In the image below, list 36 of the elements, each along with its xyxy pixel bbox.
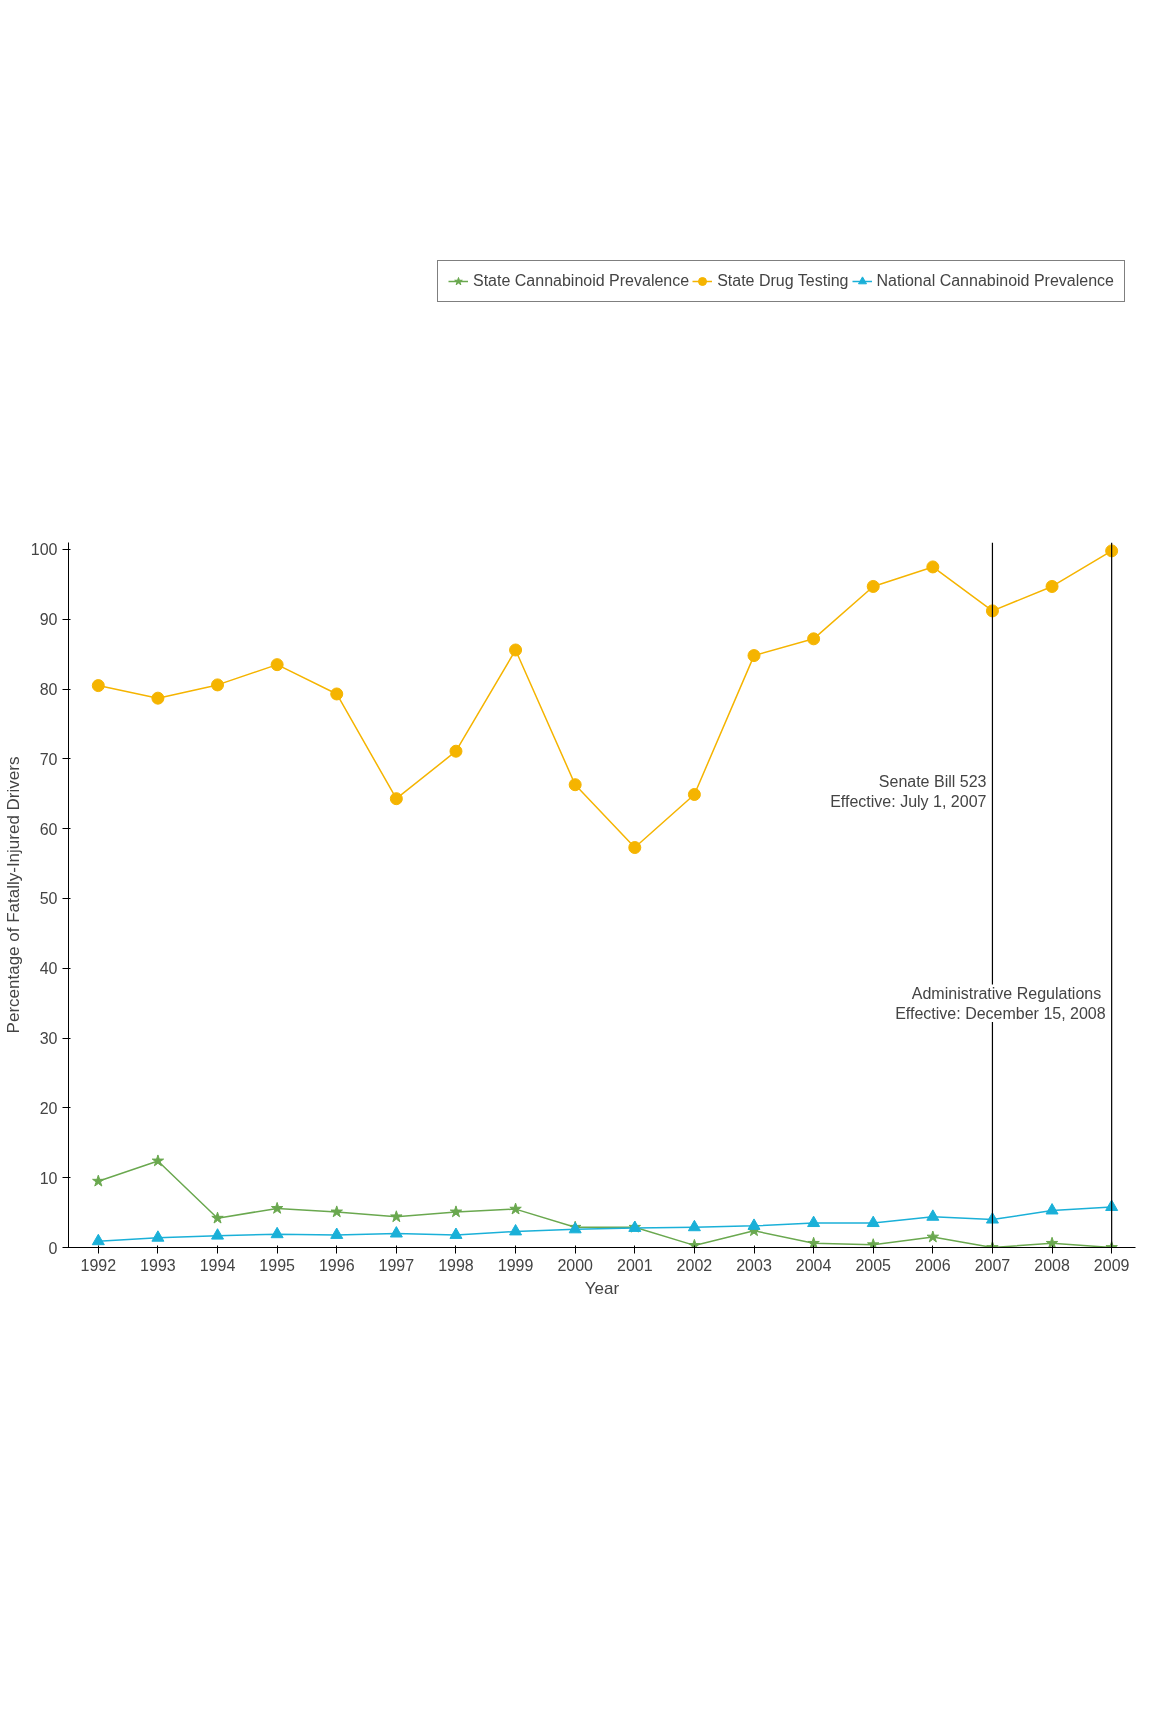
x-tick-label: 2000	[557, 1256, 594, 1274]
ref-line-label: Senate Bill 523 Effective: July 1, 2007	[830, 773, 987, 811]
y-tick-label: 80	[39, 681, 58, 699]
x-axis-title: Year	[584, 1278, 620, 1298]
x-tick-label: 1994	[199, 1256, 236, 1274]
x-tick-label: 1992	[80, 1256, 117, 1274]
legend-label: State Drug Testing	[717, 272, 849, 290]
x-tick-label: 1995	[259, 1256, 296, 1274]
y-tick-label: 70	[39, 750, 58, 768]
x-tick-label: 2009	[1093, 1256, 1130, 1274]
x-tick-label: 2003	[736, 1256, 772, 1274]
y-tick-label: 50	[39, 890, 58, 908]
x-tick-label: 2008	[1034, 1256, 1070, 1274]
x-tick-label: 2002	[676, 1256, 713, 1274]
legend-label: State Cannabinoid Prevalence	[473, 272, 690, 290]
x-tick-label: 1993	[140, 1256, 176, 1274]
x-tick-label: 2005	[855, 1256, 892, 1274]
ref-line-label: Administrative Regulations Effective: December 15, 2008	[895, 984, 1106, 1022]
y-tick-label: 20	[39, 1099, 58, 1117]
y-tick-label: 40	[39, 960, 58, 978]
x-tick-label: 2006	[915, 1256, 951, 1274]
y-tick-label: 100	[30, 541, 58, 559]
y-tick-label: 10	[39, 1169, 58, 1187]
y-tick-label: 0	[48, 1239, 58, 1257]
y-axis-title: Percentage of Fatally-Injured Drivers	[3, 756, 23, 1034]
x-tick-label: 1999	[497, 1256, 534, 1274]
x-tick-label: 2004	[795, 1256, 832, 1274]
y-tick-label: 90	[39, 611, 58, 629]
x-tick-label: 1997	[378, 1256, 415, 1274]
x-tick-label: 2007	[974, 1256, 1011, 1274]
y-tick-label: 30	[39, 1030, 58, 1048]
x-tick-label: 1996	[318, 1256, 355, 1274]
legend-label: National Cannabinoid Prevalence	[876, 272, 1114, 290]
x-tick-label: 2001	[616, 1256, 653, 1274]
y-tick-label: 60	[39, 820, 58, 838]
x-tick-label: 1998	[438, 1256, 474, 1274]
